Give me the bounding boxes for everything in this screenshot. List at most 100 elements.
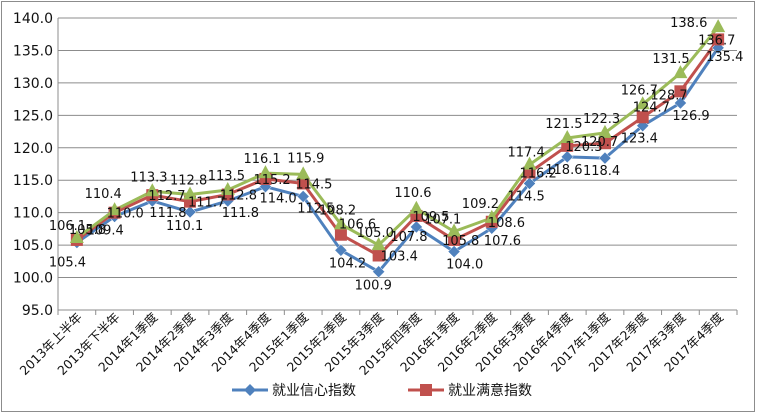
data-label: 105.0 [357, 226, 394, 241]
y-tick-label: 125.0 [13, 108, 53, 124]
data-label: 135.4 [706, 50, 743, 65]
data-label: 109.2 [462, 197, 499, 212]
marker-square [334, 228, 347, 241]
marker-triangle [597, 124, 612, 138]
data-label: 121.5 [545, 117, 582, 132]
marker-diamond [523, 177, 536, 190]
marker-triangle [333, 216, 348, 230]
data-label: 138.6 [670, 16, 707, 31]
data-label: 111.8 [222, 206, 259, 221]
marker-diamond [410, 220, 423, 234]
marker-triangle [69, 229, 84, 243]
data-labels: 105.4109.4111.8110.1111.8114.0112.5104.2… [49, 16, 743, 294]
marker-triangle [635, 96, 650, 110]
marker-square [636, 111, 649, 124]
y-tick-label: 115.0 [13, 173, 53, 189]
marker-diamond [372, 265, 385, 279]
marker-triangle [673, 65, 688, 79]
series-line [75, 26, 720, 247]
series-line [76, 47, 720, 274]
data-label: 110.6 [394, 186, 431, 201]
marker-triangle [296, 166, 311, 180]
marker-diamond [674, 96, 687, 110]
legend-label: 就业满意指数 [448, 382, 532, 399]
data-label: 118.6 [545, 163, 582, 178]
marker-triangle [183, 186, 198, 200]
marker-diamond [598, 151, 612, 165]
marker-triangle [409, 200, 424, 214]
data-label: 106.6 [339, 218, 376, 233]
data-label: 100.9 [355, 279, 392, 294]
data-label: 111.7 [188, 196, 225, 211]
legend: 就业信心指数 就业满意指数 [232, 382, 532, 399]
data-label: 113.5 [208, 169, 245, 184]
data-label: 111.8 [149, 206, 186, 221]
marker-square [674, 85, 687, 98]
data-label: 112.8 [170, 173, 207, 188]
data-label: 124.7 [633, 100, 670, 115]
marker-diamond [334, 243, 348, 257]
y-tick-label: 130.0 [13, 76, 53, 92]
marker-square [448, 233, 461, 246]
series-lines [75, 26, 720, 274]
data-label: 104.2 [329, 256, 366, 271]
marker-triangle [711, 19, 726, 33]
marker-square [297, 177, 310, 190]
data-label: 120.3 [565, 140, 602, 155]
data-label: 108.2 [319, 203, 356, 218]
marker-square [712, 33, 725, 46]
marker-triangle [220, 181, 235, 195]
marker-square [598, 137, 611, 150]
data-label: 126.7 [621, 83, 658, 98]
y-tick-label: 105.0 [13, 238, 53, 254]
data-label: 113.3 [130, 170, 167, 185]
data-label: 106.1 [49, 219, 86, 234]
marker-triangle [447, 223, 462, 237]
data-label: 116.2 [520, 166, 557, 181]
y-tick-label: 140.0 [13, 11, 53, 27]
y-tick-label: 135.0 [13, 43, 53, 59]
series-line [75, 38, 720, 257]
data-label: 110.1 [166, 219, 203, 234]
marker-triangle [484, 209, 499, 223]
y-tick-labels: 95.0 100.0 105.0 110.0 115.0 120.0 125.0 130.0 1… [13, 11, 53, 319]
legend-marker-square [420, 384, 432, 396]
y-tick-label: 120.0 [13, 141, 53, 157]
data-label: 110.4 [85, 187, 122, 202]
x-tick-labels: 2013年上半年2013年下半年2014年1季度2014年2季度2014年3季度… [17, 309, 727, 378]
marker-square [372, 249, 385, 262]
legend-label: 就业信心指数 [272, 383, 356, 399]
data-label: 131.5 [652, 52, 689, 67]
axes [57, 18, 738, 315]
gridlines [58, 17, 737, 279]
data-label: 114.5 [508, 189, 545, 204]
y-tick-label: 95.0 [22, 303, 53, 319]
marker-triangle [107, 202, 122, 216]
data-label: 120.7 [581, 135, 618, 150]
marker-diamond [183, 205, 197, 219]
legend-marker-diamond [244, 384, 256, 396]
y-tick-label: 100.0 [13, 271, 53, 287]
data-label: 109.5 [412, 210, 449, 225]
marker-triangle [371, 237, 386, 251]
marker-triangle [560, 130, 575, 144]
data-label: 112.7 [148, 189, 185, 204]
data-label: 126.9 [672, 109, 709, 124]
data-label: 104.0 [446, 258, 483, 273]
data-label: 123.4 [621, 132, 658, 147]
data-label: 107.6 [484, 234, 521, 249]
data-label: 107.8 [390, 230, 427, 245]
marker-triangle [258, 165, 273, 179]
data-label: 122.3 [583, 112, 620, 127]
data-label: 114.0 [259, 192, 296, 207]
data-label: 136.7 [698, 33, 735, 48]
data-label: 112.8 [220, 188, 257, 203]
marker-diamond [296, 190, 310, 203]
data-label: 116.1 [243, 152, 280, 167]
data-label: 118.4 [583, 164, 620, 179]
marker-diamond [447, 245, 461, 258]
data-label: 110.0 [107, 207, 144, 222]
marker-triangle [522, 156, 537, 170]
data-label: 107.1 [424, 212, 461, 227]
